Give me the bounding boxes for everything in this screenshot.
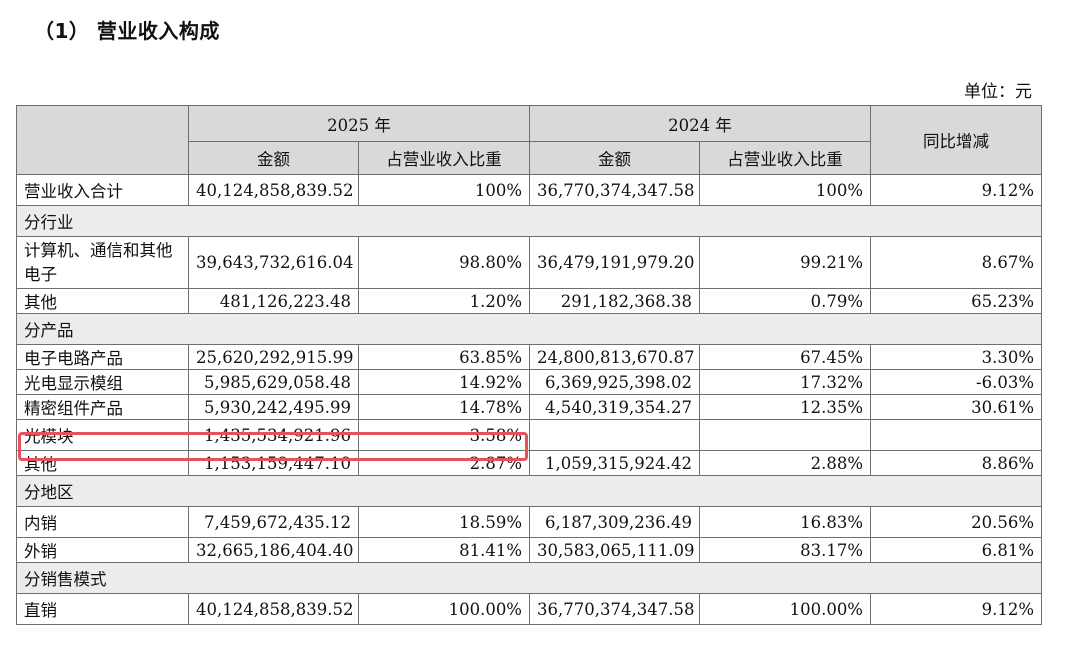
share-2025: 100% — [358, 174, 530, 206]
share-2025: 14.92% — [358, 369, 530, 395]
share-2025: 98.80% — [358, 236, 530, 289]
share-2024: 100.00% — [699, 593, 871, 625]
share-2025: 1.20% — [358, 288, 530, 314]
yoy-change: 9.12% — [870, 174, 1042, 206]
row-label: 内销 — [16, 506, 189, 538]
yoy-change: 9.12% — [870, 593, 1042, 625]
row-label: 电子电路产品 — [16, 344, 189, 370]
amount-2025: 5,930,242,495.99 — [188, 394, 359, 420]
amount-2024: 36,770,374,347.58 — [529, 174, 700, 206]
group-label: 分销售模式 — [16, 562, 1042, 594]
share-2024: 83.17% — [699, 537, 871, 563]
yoy-change: 20.56% — [870, 506, 1042, 538]
amount-2025: 40,124,858,839.52 — [188, 174, 359, 206]
amount-2025: 1,435,534,921.96 — [188, 419, 359, 451]
table-row: 精密组件产品 5,930,242,495.99 14.78% 4,540,319… — [16, 394, 1042, 420]
share-2025: 63.85% — [358, 344, 530, 370]
share-2024 — [699, 419, 871, 451]
yoy-change — [870, 419, 1042, 451]
table-row: 光电显示模组 5,985,629,058.48 14.92% 6,369,925… — [16, 369, 1042, 395]
group-label: 分行业 — [16, 205, 1042, 237]
amount-2024: 36,770,374,347.58 — [529, 593, 700, 625]
amount-2025: 39,643,732,616.04 — [188, 236, 359, 289]
yoy-change: 65.23% — [870, 288, 1042, 314]
amount-2024: 36,479,191,979.20 — [529, 236, 700, 289]
share-2024: 100% — [699, 174, 871, 206]
share-2024: 67.45% — [699, 344, 871, 370]
share-2024: 0.79% — [699, 288, 871, 314]
row-label: 计算机、通信和其他电子 — [16, 236, 189, 289]
unit-label: 单位：元 — [964, 82, 1032, 102]
yoy-change: 3.30% — [870, 344, 1042, 370]
yoy-change: 8.86% — [870, 450, 1042, 476]
table-row: 内销 7,459,672,435.12 18.59% 6,187,309,236… — [16, 506, 1042, 538]
share-2025: 14.78% — [358, 394, 530, 420]
share-2024: 16.83% — [699, 506, 871, 538]
share-2025: 100.00% — [358, 593, 530, 625]
yoy-change: 30.61% — [870, 394, 1042, 420]
header-row-metrics: 金额 占营业收入比重 金额 占营业收入比重 — [17, 141, 1042, 175]
header-year-2024: 2024 年 — [529, 105, 871, 142]
total-row: 营业收入合计 40,124,858,839.52 100% 36,770,374… — [16, 174, 1042, 206]
header-row-years: 2025 年 2024 年 同比增减 — [16, 105, 1042, 175]
table-row: 外销 32,665,186,404.40 81.41% 30,583,065,1… — [16, 537, 1042, 563]
amount-2025: 5,985,629,058.48 — [188, 369, 359, 395]
amount-2024: 4,540,319,354.27 — [529, 394, 700, 420]
row-label: 光模块 — [16, 419, 189, 451]
group-label: 分地区 — [16, 475, 1042, 507]
table-row: 光模块 1,435,534,921.96 3.58% — [16, 419, 1042, 451]
header-corner — [16, 105, 189, 175]
amount-2025: 40,124,858,839.52 — [188, 593, 359, 625]
row-label: 光电显示模组 — [16, 369, 189, 395]
amount-2024 — [529, 419, 700, 451]
share-2025: 18.59% — [358, 506, 530, 538]
yoy-change: -6.03% — [870, 369, 1042, 395]
amount-2024: 24,800,813,670.87 — [529, 344, 700, 370]
share-2024: 12.35% — [699, 394, 871, 420]
group-row-product: 分产品 — [16, 313, 1042, 345]
share-2024: 99.21% — [699, 236, 871, 289]
header-amount-2025: 金额 — [188, 141, 359, 175]
table-row: 电子电路产品 25,620,292,915.99 63.85% 24,800,8… — [16, 344, 1042, 370]
table-row: 其他 481,126,223.48 1.20% 291,182,368.38 0… — [16, 288, 1042, 314]
amount-2024: 1,059,315,924.42 — [529, 450, 700, 476]
header-amount-2024: 金额 — [529, 141, 700, 175]
row-label: 其他 — [16, 288, 189, 314]
row-label: 精密组件产品 — [16, 394, 189, 420]
group-row-region: 分地区 — [16, 475, 1042, 507]
amount-2025: 32,665,186,404.40 — [188, 537, 359, 563]
revenue-composition-table: 2025 年 2024 年 同比增减 金额 占营业收入比重 金额 占营业收入比重… — [16, 105, 1042, 625]
share-2025: 3.58% — [358, 419, 530, 451]
row-label: 外销 — [16, 537, 189, 563]
group-row-sales-model: 分销售模式 — [16, 562, 1042, 594]
group-row-industry: 分行业 — [16, 205, 1042, 237]
amount-2024: 30,583,065,111.09 — [529, 537, 700, 563]
header-yoy: 同比增减 — [870, 105, 1042, 175]
yoy-change: 6.81% — [870, 537, 1042, 563]
table-row: 计算机、通信和其他电子 39,643,732,616.04 98.80% 36,… — [16, 236, 1042, 289]
share-2025: 81.41% — [358, 537, 530, 563]
amount-2025: 481,126,223.48 — [188, 288, 359, 314]
highlight-box — [18, 432, 528, 461]
amount-2024: 291,182,368.38 — [529, 288, 700, 314]
amount-2025: 7,459,672,435.12 — [188, 506, 359, 538]
row-label: 营业收入合计 — [16, 174, 189, 206]
header-year-2025: 2025 年 — [188, 105, 530, 142]
amount-2024: 6,369,925,398.02 — [529, 369, 700, 395]
header-share-2025: 占营业收入比重 — [358, 141, 530, 175]
row-label: 直销 — [16, 593, 189, 625]
yoy-change: 8.67% — [870, 236, 1042, 289]
amount-2024: 6,187,309,236.49 — [529, 506, 700, 538]
amount-2025: 25,620,292,915.99 — [188, 344, 359, 370]
table-row: 直销 40,124,858,839.52 100.00% 36,770,374,… — [16, 593, 1042, 625]
group-label: 分产品 — [16, 313, 1042, 345]
share-2024: 17.32% — [699, 369, 871, 395]
share-2024: 2.88% — [699, 450, 871, 476]
header-share-2024: 占营业收入比重 — [699, 141, 871, 175]
section-title: （1） 营业收入构成 — [34, 19, 220, 43]
